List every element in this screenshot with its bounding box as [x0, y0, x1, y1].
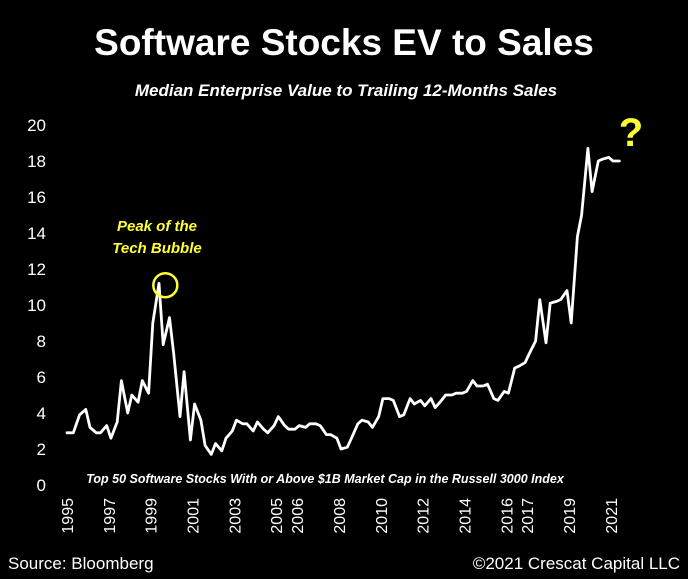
peak-label-line2: Tech Bubble	[112, 240, 201, 257]
x-tick-label: 2016	[499, 498, 516, 534]
x-tick-label: 2006	[290, 498, 307, 534]
y-tick-label: 20	[27, 116, 46, 135]
y-tick-label: 16	[27, 188, 46, 207]
x-tick-label: 2017	[520, 498, 537, 534]
x-tick-label: 1995	[60, 498, 77, 534]
y-tick-label: 14	[27, 224, 46, 243]
x-axis-ticks: 1995 1997 1999 2001 2003 2005 2006 2008 2010 2012…	[60, 498, 621, 534]
x-tick-label: 1997	[102, 498, 119, 534]
y-tick-label: 0	[37, 476, 46, 495]
x-tick-label: 2003	[227, 498, 244, 534]
chart-subtitle: Median Enterprise Value to Trailing 12-M…	[135, 81, 557, 100]
peak-label-line1: Peak of the	[117, 218, 197, 235]
x-tick-label: 2012	[416, 498, 433, 534]
peak-highlight-circle	[152, 271, 179, 299]
chart-note: Top 50 Software Stocks With or Above $1B…	[86, 472, 565, 486]
x-tick-label: 2021	[604, 498, 621, 534]
series-layer	[65, 146, 621, 456]
source-label: Source: Bloomberg	[8, 554, 154, 573]
x-tick-label: 2019	[562, 498, 579, 534]
x-tick-label: 2005	[269, 498, 286, 534]
y-tick-label: 2	[37, 440, 46, 459]
x-tick-label: 2010	[374, 498, 391, 534]
y-tick-label: 10	[27, 296, 46, 315]
y-tick-label: 4	[37, 404, 46, 423]
y-tick-label: 8	[37, 332, 46, 351]
y-tick-label: 18	[27, 152, 46, 171]
x-tick-label: 2014	[457, 498, 474, 534]
x-tick-label: 2001	[186, 498, 203, 534]
question-mark: ?	[619, 111, 643, 155]
copyright-label: ©2021 Crescat Capital LLC	[473, 554, 680, 573]
y-axis-ticks: 0 2 4 6 8 10 12 14 16 18 20	[27, 116, 46, 495]
y-tick-label: 12	[27, 260, 46, 279]
y-tick-label: 6	[37, 368, 46, 387]
chart-title: Software Stocks EV to Sales	[94, 22, 594, 63]
series-line	[65, 146, 621, 456]
x-tick-label: 1999	[144, 498, 161, 534]
x-tick-label: 2008	[332, 498, 349, 534]
